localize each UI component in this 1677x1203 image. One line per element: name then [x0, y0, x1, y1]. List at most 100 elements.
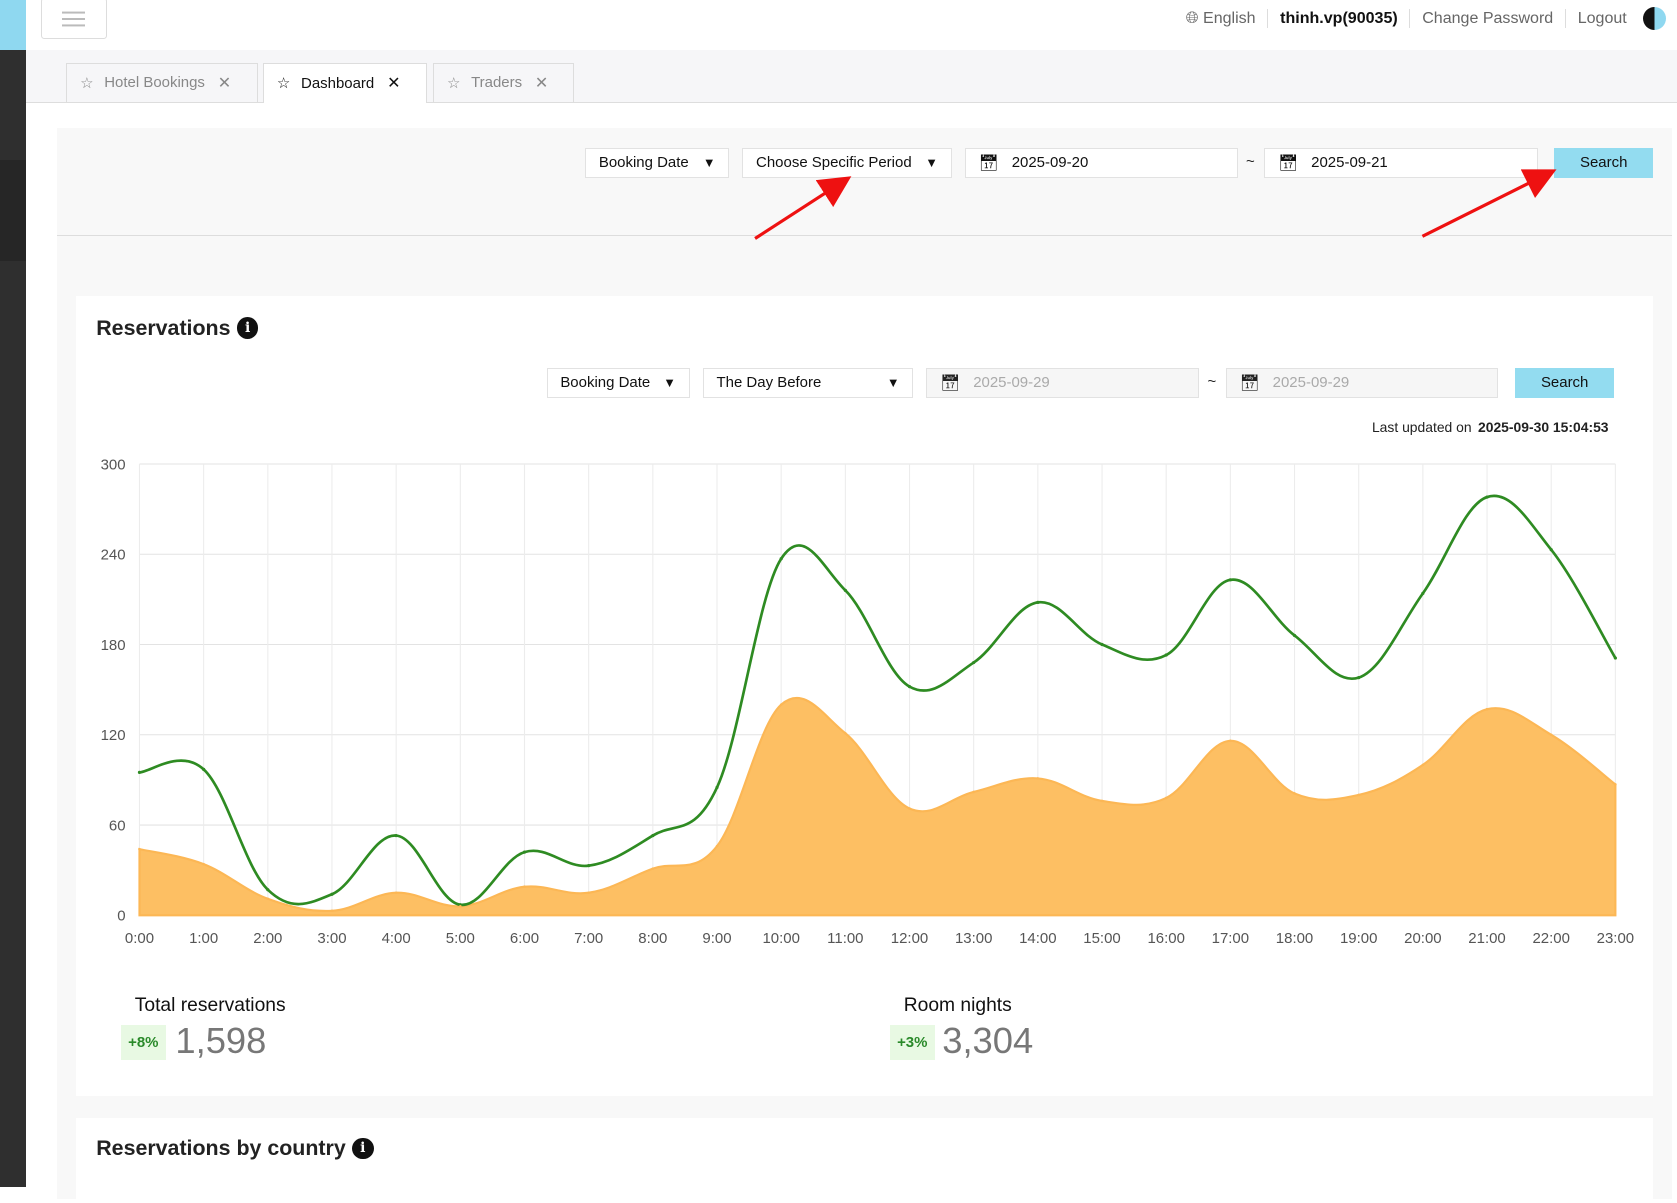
close-icon[interactable]: ✕ — [217, 73, 232, 92]
line-point — [1549, 548, 1553, 552]
line-point — [1164, 653, 1168, 657]
area-point — [586, 891, 590, 895]
period-select[interactable]: Choose Specific Period ▼ — [742, 147, 952, 178]
x-tick-label: 11:00 — [827, 930, 863, 947]
user-name[interactable]: thinh.vp(90035) — [1267, 9, 1409, 29]
total-reservations-change-badge: +8% — [120, 1024, 166, 1060]
date-value: 2025-09-29 — [1272, 374, 1350, 392]
reservations-title: Reservations i — [96, 316, 259, 341]
x-tick-label: 2:00 — [253, 930, 282, 947]
calendar-icon: 📅︎ — [940, 373, 961, 392]
calendar-icon: 📅︎ — [978, 153, 999, 172]
search-button[interactable]: Search — [1553, 147, 1654, 178]
line-point — [265, 888, 269, 892]
line-point — [714, 786, 719, 790]
area-point — [779, 703, 783, 707]
res-search-button[interactable]: Search — [1515, 367, 1614, 398]
line-point — [1356, 676, 1360, 680]
tab-label: Dashboard — [301, 74, 375, 92]
x-tick-label: 20:00 — [1404, 930, 1441, 947]
select-value: Booking Date — [560, 374, 651, 392]
line-point — [1228, 578, 1232, 582]
line-point — [1099, 643, 1104, 647]
info-icon[interactable]: i — [236, 317, 259, 339]
res-start-date-input[interactable]: 📅︎ 2025-09-29 — [926, 367, 1199, 398]
hamburger-icon — [61, 17, 86, 20]
area-point — [1228, 739, 1232, 743]
total-reservations-label: Total reservations — [134, 994, 286, 1016]
x-tick-label: 4:00 — [381, 930, 410, 947]
x-tick-label: 6:00 — [509, 930, 538, 947]
x-tick-label: 9:00 — [702, 930, 731, 947]
line-point — [1613, 656, 1617, 660]
y-tick-label: 0 — [117, 908, 125, 925]
x-tick-label: 1:00 — [189, 930, 218, 947]
x-tick-label: 15:00 — [1083, 930, 1120, 947]
date-type-select[interactable]: Booking Date ▼ — [585, 147, 730, 178]
logout-link[interactable]: Logout — [1564, 9, 1639, 29]
area-point — [715, 845, 718, 848]
star-icon[interactable]: ☆ — [80, 74, 94, 92]
room-nights-label: Room nights — [903, 994, 1012, 1016]
x-tick-label: 22:00 — [1532, 930, 1569, 947]
area-point — [1100, 799, 1103, 803]
x-tick-label: 18:00 — [1275, 930, 1312, 947]
y-tick-label: 180 — [100, 637, 125, 654]
area-point — [137, 848, 141, 851]
area-point — [394, 891, 397, 895]
tab-label: Hotel Bookings — [104, 74, 205, 92]
top-nav: 🌐︎ English thinh.vp(90035) Change Passwo… — [1174, 0, 1667, 37]
star-icon[interactable]: ☆ — [276, 75, 291, 93]
title-text: Reservations by country — [96, 1135, 346, 1160]
sidebar-logo — [0, 0, 26, 51]
date-value: 2025-09-21 — [1311, 154, 1388, 172]
global-filter-panel — [56, 128, 1672, 237]
line-point — [394, 834, 398, 838]
info-icon[interactable]: i — [352, 1137, 374, 1159]
tab-hotel-bookings[interactable]: ☆ Hotel Bookings ✕ — [66, 63, 258, 102]
start-date-input[interactable]: 📅︎ 2025-09-20 — [964, 147, 1239, 178]
room-nights-change-badge: +3% — [889, 1024, 935, 1060]
date-value: 2025-09-29 — [973, 374, 1050, 392]
area-point — [651, 867, 654, 871]
line-point — [1420, 591, 1425, 596]
y-tick-label: 120 — [100, 727, 125, 744]
res-period-select[interactable]: The Day Before ▼ — [702, 367, 914, 398]
tab-dashboard[interactable]: ☆ Dashboard ✕ — [263, 63, 427, 103]
star-icon[interactable]: ☆ — [446, 74, 461, 92]
language-selector[interactable]: 🌐︎ English — [1174, 9, 1267, 28]
caret-down-icon: ▼ — [702, 155, 716, 171]
close-icon[interactable]: ✕ — [534, 73, 549, 92]
y-tick-label: 60 — [108, 818, 125, 835]
x-tick-label: 3:00 — [317, 930, 346, 947]
x-tick-label: 21:00 — [1468, 930, 1505, 947]
avatar[interactable] — [1642, 6, 1667, 31]
area-series — [137, 697, 1617, 917]
date-separator: ~ — [1207, 373, 1217, 391]
select-value: The Day Before — [716, 374, 822, 392]
close-icon[interactable]: ✕ — [387, 74, 401, 93]
globe-icon: 🌐︎ — [1185, 9, 1204, 28]
area-point — [971, 790, 975, 794]
calendar-icon: 📅︎ — [1277, 153, 1299, 172]
change-password-link[interactable]: Change Password — [1409, 9, 1565, 29]
res-date-type-select[interactable]: Booking Date ▼ — [546, 367, 690, 398]
x-tick-label: 12:00 — [890, 930, 927, 947]
area-point — [1421, 763, 1424, 767]
x-tick-label: 16:00 — [1147, 930, 1184, 947]
res-end-date-input[interactable]: 📅︎ 2025-09-29 — [1225, 367, 1499, 398]
sidebar-item[interactable] — [0, 160, 26, 261]
x-tick-label: 5:00 — [445, 930, 474, 947]
caret-down-icon: ▼ — [925, 155, 938, 171]
menu-toggle-button[interactable] — [40, 0, 107, 40]
reservations-card — [75, 296, 1654, 1097]
select-value: Booking Date — [598, 154, 689, 172]
total-reservations-value: 1,598 — [175, 1020, 267, 1062]
line-point — [1292, 634, 1296, 638]
sidebar — [0, 0, 26, 1188]
date-separator: ~ — [1245, 152, 1255, 170]
line-point — [137, 770, 141, 775]
tab-traders[interactable]: ☆ Traders ✕ — [433, 63, 575, 102]
area-point — [1292, 792, 1296, 795]
end-date-input[interactable]: 📅︎ 2025-09-21 — [1264, 147, 1538, 178]
